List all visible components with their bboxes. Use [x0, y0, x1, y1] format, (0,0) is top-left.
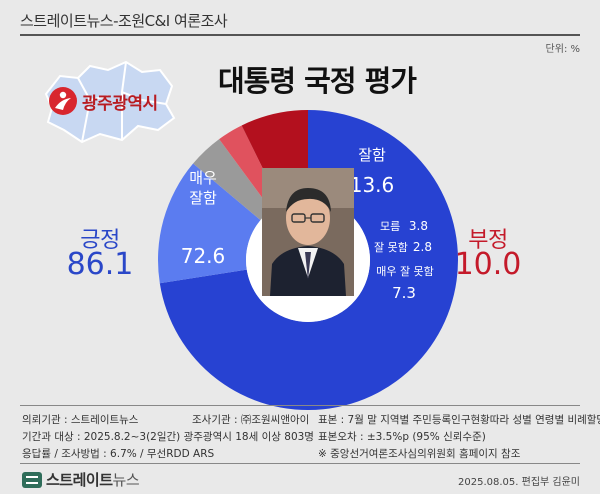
logo-sub: 뉴스: [112, 471, 140, 489]
credit-line: 2025.08.05. 편집부 김윤미: [458, 477, 580, 488]
region-name: 광주광역시: [82, 93, 158, 114]
slice-label-bad: 잘 못함: [374, 241, 408, 254]
note-reference: ※ 중앙선거여론조사심의위원회 홈페이지 참조: [318, 448, 521, 460]
slice-label-very-good-line1: 매우: [189, 169, 217, 187]
logo-mark-icon: [22, 471, 42, 488]
slice-good: [158, 163, 261, 284]
header-divider: [20, 34, 580, 36]
slice-label-good: 잘함: [358, 146, 386, 164]
slice-label-unknown: 모름: [380, 220, 400, 233]
survey-notes-left: 의뢰기관 : 스트레이트뉴스 기간과 대상 : 2025.8.2~3(2일간) …: [22, 412, 314, 463]
note-client: 의뢰기관 : 스트레이트뉴스: [22, 414, 139, 426]
header-bar: 스트레이트뉴스-조원C&I 여론조사: [0, 0, 600, 40]
slice-value-very-good: 72.6: [181, 244, 226, 268]
note-sample: 표본 : 7월 말 지역별 주민등록인구현황따라 성별 연령별 비례할당: [318, 414, 600, 426]
logo-name: 스트레이트: [46, 471, 113, 489]
slice-value-bad: 2.8: [413, 240, 432, 254]
slice-value-unknown: 3.8: [409, 219, 428, 233]
positive-group-value: 86.1: [66, 247, 134, 282]
publisher-logo: 스트레이트뉴스: [22, 469, 140, 490]
footer-divider: [20, 405, 580, 406]
note-method: 응답률 / 조사방법 : 6.7% / 무선RDD ARS: [22, 448, 215, 460]
region-badge: 광주광역시: [48, 86, 158, 116]
slice-value-good: 13.6: [350, 173, 395, 197]
note-error: 표본오차 : ±3.5%p (95% 신뢰수준): [318, 431, 486, 443]
survey-notes-middle: 조사기관 : ㈜조원씨앤아이: [192, 412, 309, 429]
negative-group-value: 10.0: [454, 247, 522, 282]
negative-group-label: 부정: [468, 228, 508, 253]
survey-notes-right: 표본 : 7월 말 지역별 주민등록인구현황따라 성별 연령별 비례할당 표본오…: [318, 412, 600, 463]
slice-label-very-good-line2: 잘함: [189, 189, 217, 207]
bottom-divider: [20, 463, 580, 464]
slice-unknown: [193, 139, 272, 221]
chart-title: 대통령 국정 평가: [218, 64, 417, 98]
region-map-icon: [44, 60, 176, 144]
unit-label: 단위: %: [545, 44, 580, 55]
slice-label-very-bad: 매우 잘 못함: [376, 265, 434, 278]
note-period: 기간과 대상 : 2025.8.2~3(2일간) 광주광역시 18세 이상 80…: [22, 431, 314, 443]
note-agency: 조사기관 : ㈜조원씨앤아이: [192, 414, 310, 426]
president-photo: [262, 168, 354, 296]
gwangju-emblem-icon: [49, 87, 77, 115]
slice-very-good: [159, 110, 459, 410]
positive-group-label: 긍정: [80, 228, 120, 253]
survey-brand: 스트레이트뉴스-조원C&I 여론조사: [20, 12, 228, 30]
slice-value-very-bad: 7.3: [392, 284, 416, 302]
